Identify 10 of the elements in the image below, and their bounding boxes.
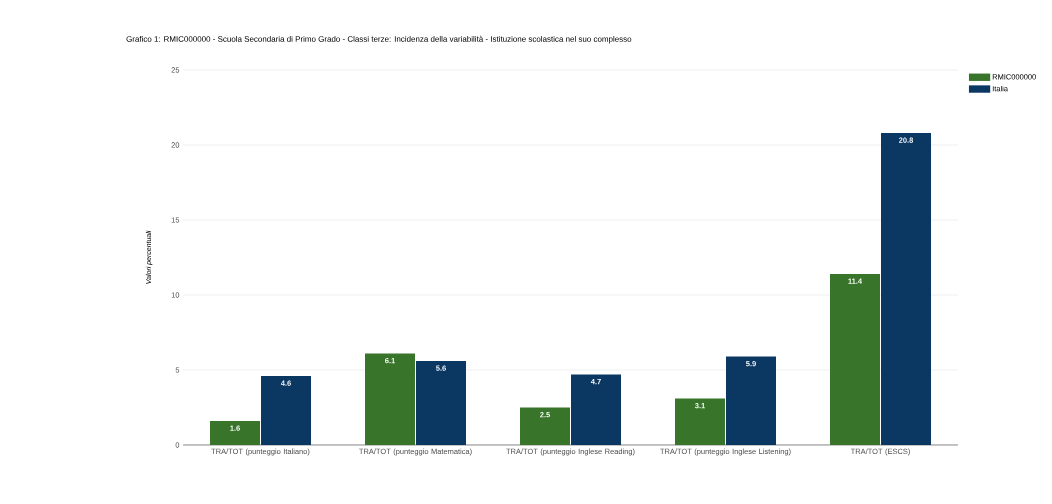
bar [830, 273, 881, 445]
bar [675, 398, 726, 445]
bar [210, 420, 261, 445]
bar [571, 374, 622, 445]
bar [520, 407, 571, 445]
bar [365, 353, 416, 445]
bar [881, 132, 932, 445]
bar [726, 356, 777, 445]
bar [416, 360, 467, 445]
bar [261, 375, 312, 445]
